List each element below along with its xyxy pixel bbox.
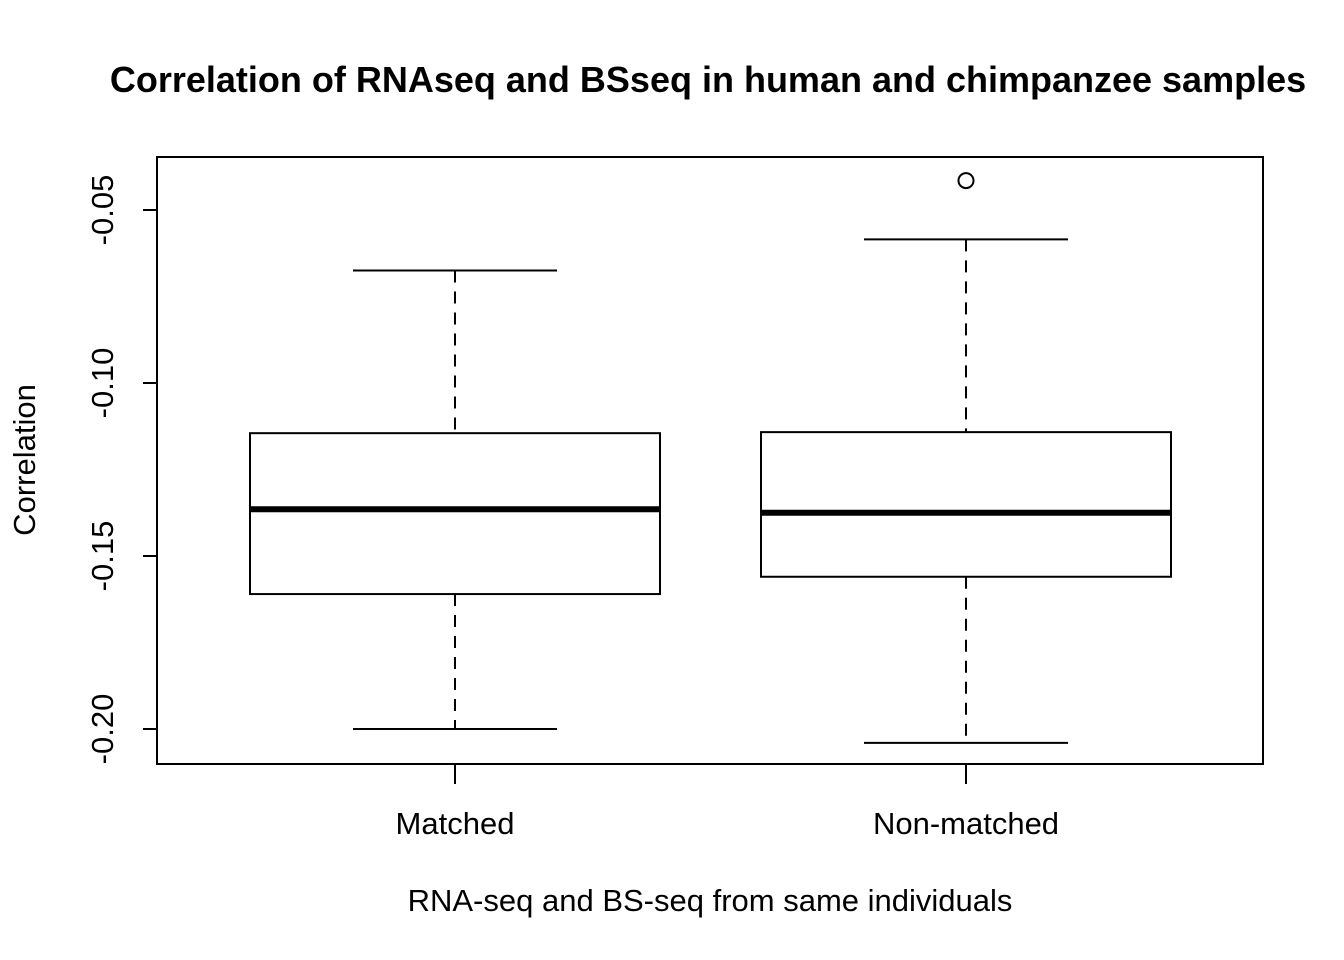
box-non-matched (760, 172, 1172, 744)
y-tick-label: -0.20 (85, 694, 120, 765)
y-axis-label: Correlation (7, 384, 42, 536)
y-tick-label: -0.15 (85, 521, 120, 592)
boxes-group (249, 172, 1172, 744)
x-tick-label: Non-matched (873, 806, 1059, 841)
x-tick-label: Matched (396, 806, 515, 841)
iqr-box (760, 431, 1172, 578)
box-matched (249, 269, 661, 730)
x-axis-label: RNA-seq and BS-seq from same individuals (408, 883, 1013, 918)
iqr-box (249, 432, 661, 596)
y-axis: -0.20 -0.15 -0.10 -0.05 (85, 175, 158, 765)
outlier-point (957, 172, 975, 190)
x-axis: Matched Non-matched (396, 764, 1059, 841)
y-tick-label: -0.10 (85, 348, 120, 419)
y-tick-label: -0.05 (85, 175, 120, 246)
chart-title: Correlation of RNAseq and BSseq in human… (110, 59, 1306, 100)
